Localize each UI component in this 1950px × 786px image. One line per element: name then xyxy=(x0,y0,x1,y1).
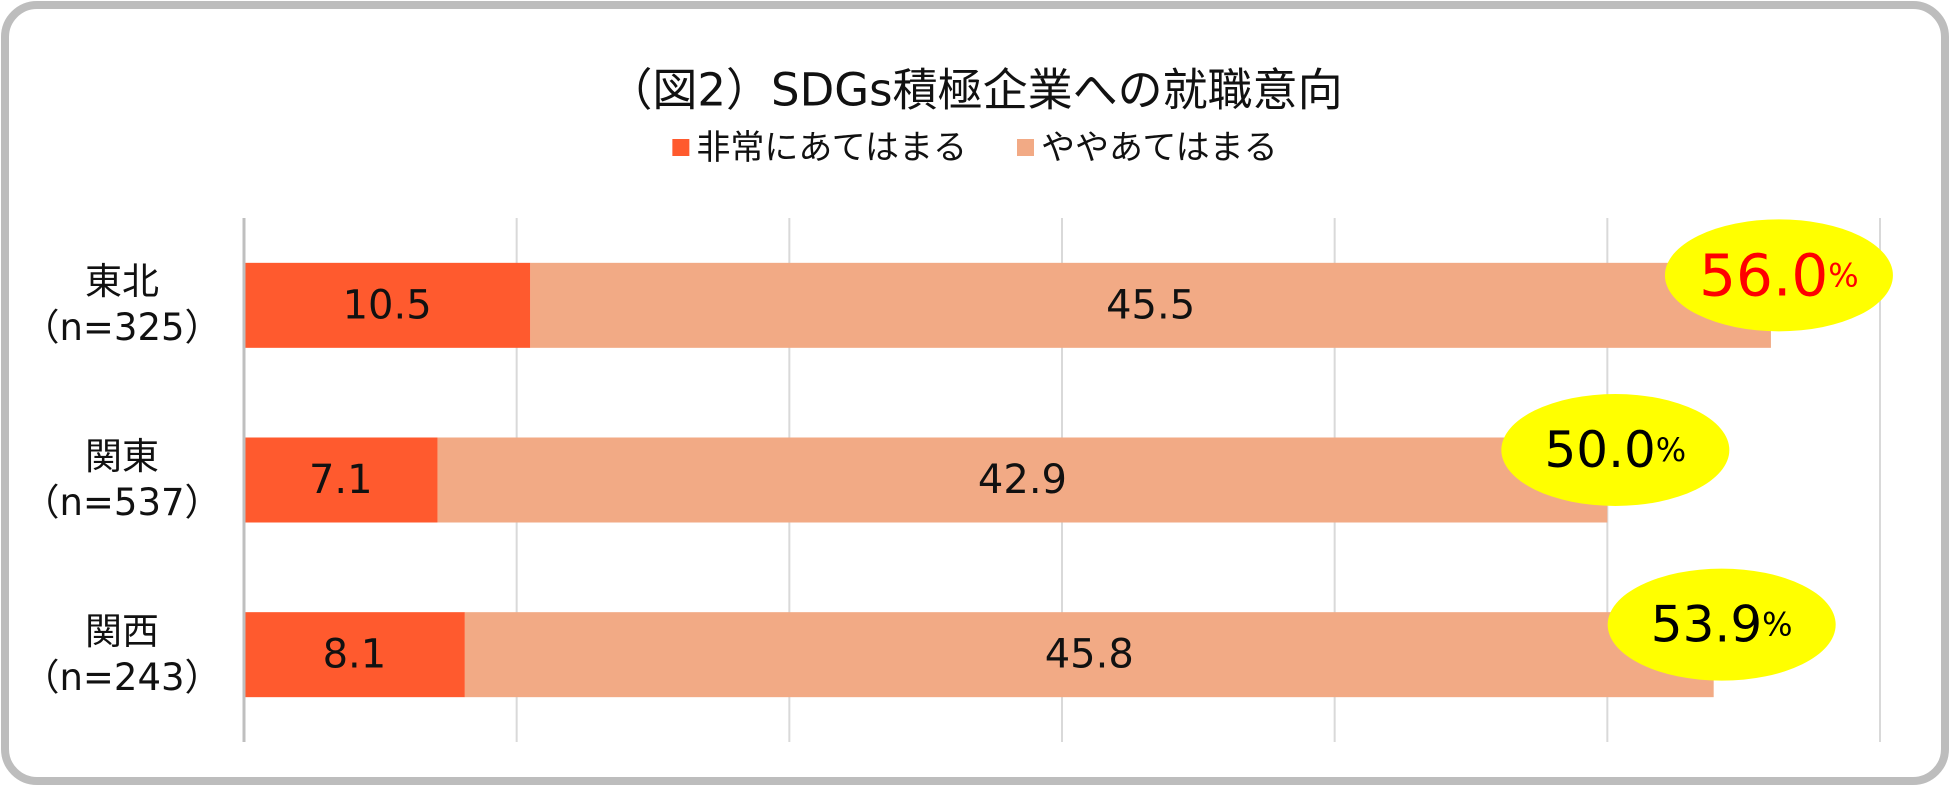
legend: 非常にあてはまる ややあてはまる xyxy=(672,128,1278,168)
value-label: 8.1 xyxy=(323,632,387,678)
total-label: 56.0% xyxy=(1699,241,1859,309)
chart-title: （図2）SDGs積極企業への就職意向 xyxy=(607,64,1342,117)
bar-segment xyxy=(244,262,531,348)
total-badge xyxy=(1501,394,1730,506)
y-tick-label: 東北 （n=325） xyxy=(22,260,222,350)
value-label: 7.1 xyxy=(309,457,373,503)
bar-segment xyxy=(464,612,1714,698)
bar-segment xyxy=(244,437,438,523)
total-badge xyxy=(1664,219,1893,332)
legend-swatch xyxy=(672,139,690,156)
total-value: 56.0 xyxy=(1699,241,1828,309)
legend-label: 非常にあてはまる xyxy=(696,128,967,168)
value-label: 45.5 xyxy=(1106,282,1195,328)
bar-segment xyxy=(437,437,1608,523)
value-label: 10.5 xyxy=(343,282,432,328)
total-label: 53.9% xyxy=(1651,596,1793,654)
total-badge xyxy=(1607,568,1836,681)
value-label: 45.8 xyxy=(1045,632,1134,678)
y-tick-label: 関西 （n=243） xyxy=(22,609,222,699)
total-label: 50.0% xyxy=(1544,421,1686,479)
y-tick-label: 関東 （n=537） xyxy=(22,435,222,524)
bar-segment xyxy=(530,262,1771,348)
total-value: 50.0 xyxy=(1544,421,1655,479)
total-value: 53.9 xyxy=(1651,596,1762,654)
total-unit: % xyxy=(1656,431,1686,469)
total-unit: % xyxy=(1762,606,1792,644)
legend-label: ややあてはまる xyxy=(1041,128,1278,168)
total-unit: % xyxy=(1828,256,1858,294)
value-label: 42.9 xyxy=(978,457,1067,503)
bar-segment xyxy=(244,612,465,698)
legend-swatch xyxy=(1017,139,1034,156)
